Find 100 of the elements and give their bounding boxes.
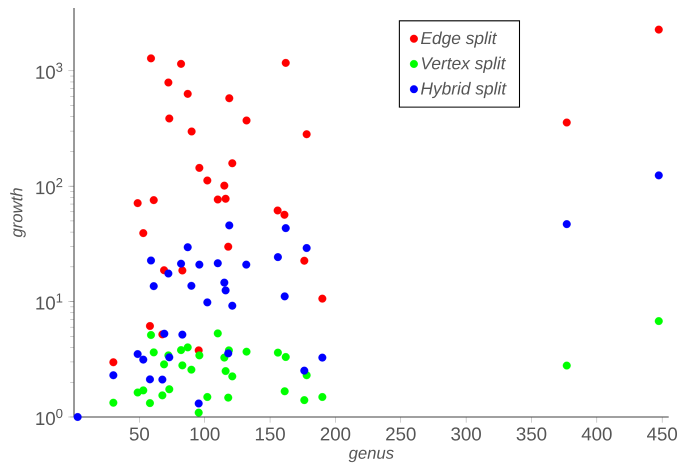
point <box>146 399 154 408</box>
x-tick-label: 350 <box>516 427 546 441</box>
point <box>562 118 571 127</box>
point <box>302 130 311 138</box>
point <box>109 358 118 366</box>
point <box>146 375 154 384</box>
point <box>146 256 155 264</box>
point <box>225 221 234 230</box>
point <box>274 253 282 262</box>
point <box>222 194 230 203</box>
point <box>214 329 222 338</box>
point <box>224 349 232 358</box>
point <box>203 393 212 402</box>
y-tick-label: 10$^{3}$ <box>36 62 62 79</box>
point <box>214 195 222 204</box>
y-axis-title: growth <box>10 188 26 238</box>
point <box>280 292 289 300</box>
point <box>178 330 186 339</box>
point <box>654 171 663 180</box>
point <box>195 164 204 172</box>
point <box>220 278 228 287</box>
point <box>139 386 148 394</box>
point <box>242 348 251 356</box>
point <box>654 317 663 326</box>
x-tick-label: 150 <box>256 427 285 441</box>
point <box>150 348 158 356</box>
point <box>187 282 196 290</box>
point <box>158 376 166 384</box>
point <box>302 244 311 252</box>
point <box>184 90 192 98</box>
point <box>300 256 308 265</box>
point <box>134 199 142 208</box>
point <box>109 371 118 380</box>
point <box>274 206 282 214</box>
point <box>160 360 168 368</box>
point <box>188 127 196 136</box>
legend-label: Vertex split <box>422 56 506 73</box>
point <box>139 356 148 364</box>
point <box>220 182 228 190</box>
point <box>228 372 236 380</box>
point <box>282 58 290 67</box>
point <box>225 94 234 102</box>
point <box>109 398 118 407</box>
y-tick-label: 10$^{1}$ <box>36 294 62 310</box>
point <box>228 302 236 310</box>
point <box>165 114 174 122</box>
x-tick-label: 450 <box>647 427 678 441</box>
point <box>562 220 571 228</box>
y-tick-label: 10$^{0}$ <box>36 408 62 426</box>
point <box>177 60 186 68</box>
point <box>194 408 203 417</box>
point <box>562 362 571 370</box>
x-tick-label: 100 <box>190 427 220 441</box>
point <box>165 385 174 394</box>
point <box>214 259 222 268</box>
point <box>280 387 289 396</box>
point <box>224 394 232 402</box>
point <box>222 367 230 376</box>
point <box>282 352 290 361</box>
x-tick-label: 250 <box>386 427 416 441</box>
point <box>184 343 192 352</box>
point <box>242 116 251 124</box>
point <box>177 260 186 268</box>
point <box>203 176 212 184</box>
point <box>134 350 142 358</box>
point <box>139 229 148 238</box>
point <box>300 366 308 375</box>
point <box>164 78 172 87</box>
point <box>282 224 290 232</box>
point <box>222 286 230 294</box>
x-tick-label: 200 <box>320 427 350 441</box>
point <box>150 282 158 290</box>
point <box>164 270 172 278</box>
x-tick-label: 50 <box>130 427 150 441</box>
point <box>654 26 663 34</box>
legend-label: Hybrid split <box>420 82 507 98</box>
point <box>318 294 326 303</box>
point <box>195 351 204 360</box>
point <box>178 361 186 370</box>
point <box>150 196 158 204</box>
point <box>146 331 155 340</box>
y-tick-label: 10$^{2}$ <box>36 178 62 194</box>
point <box>318 354 326 362</box>
point <box>177 346 186 354</box>
x-tick-label: 300 <box>451 427 481 441</box>
x-axis-title: genus <box>348 450 394 462</box>
point <box>146 322 154 330</box>
point <box>228 159 236 168</box>
point <box>242 260 250 269</box>
point <box>146 54 155 62</box>
point <box>187 366 196 374</box>
legend-label: Edge split <box>420 31 498 48</box>
point <box>178 266 186 274</box>
point <box>184 243 192 252</box>
point <box>203 298 212 306</box>
x-tick-label: 400 <box>582 427 612 441</box>
point <box>318 393 326 402</box>
point <box>194 399 203 408</box>
point <box>158 391 166 400</box>
point <box>274 348 282 357</box>
